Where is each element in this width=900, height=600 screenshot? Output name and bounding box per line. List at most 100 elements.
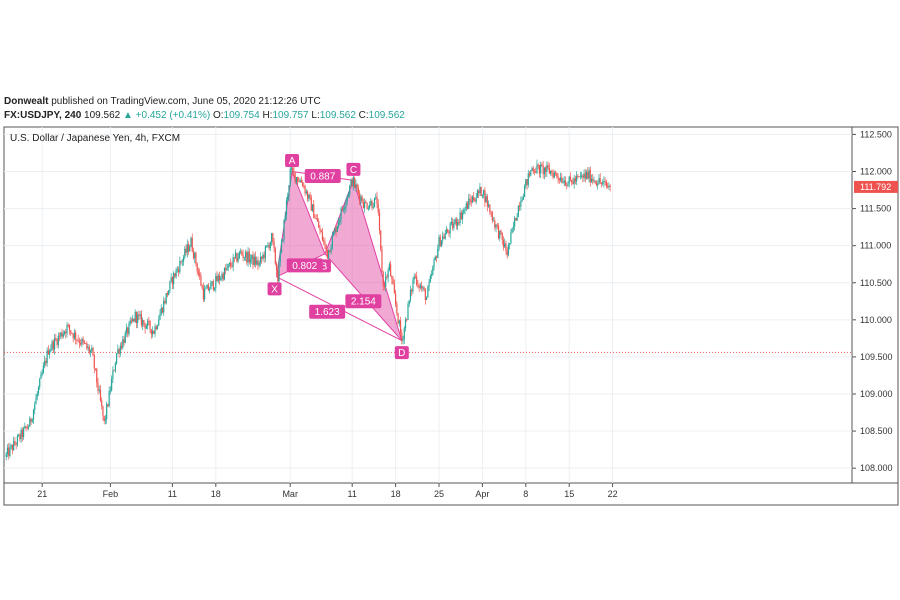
candle-body[interactable] [278,261,280,282]
candle-body[interactable] [285,200,288,216]
candle-body[interactable] [15,444,17,445]
candle-body[interactable] [481,195,483,197]
candle-body[interactable] [8,447,10,456]
candle-body[interactable] [495,224,497,228]
candle-body[interactable] [428,282,430,287]
candle-body[interactable] [354,177,356,188]
candle-body[interactable] [240,251,242,253]
candle-body[interactable] [350,179,352,186]
candle-body[interactable] [564,180,567,186]
candle-body[interactable] [600,182,603,184]
candle-body[interactable] [25,426,27,428]
candle-body[interactable] [299,180,301,182]
candle-body[interactable] [77,339,79,341]
candle-body[interactable] [72,333,74,339]
candle-body[interactable] [122,339,124,348]
candle-body[interactable] [387,270,389,278]
candle-body[interactable] [125,327,128,333]
candle-body[interactable] [259,256,262,263]
candle-body[interactable] [532,168,534,172]
candle-body[interactable] [442,236,444,241]
candle-body[interactable] [461,212,464,220]
candle-body[interactable] [313,204,315,218]
candle-body[interactable] [509,243,511,245]
candle-body[interactable] [516,217,518,221]
candle-body[interactable] [423,287,425,290]
candle-body[interactable] [316,218,319,222]
candle-body[interactable] [294,172,296,182]
candle-body[interactable] [27,426,30,429]
candle-body[interactable] [230,262,232,266]
candle-body[interactable] [68,324,71,331]
candle-body[interactable] [135,311,138,323]
candle-body[interactable] [300,180,302,183]
candle-body[interactable] [211,281,213,284]
candle-body[interactable] [357,188,359,194]
candle-body[interactable] [187,244,190,252]
candle-body[interactable] [205,288,207,290]
candle-body[interactable] [227,264,229,268]
candle-body[interactable] [184,248,186,257]
candle-body[interactable] [39,378,41,388]
candle-body[interactable] [263,254,265,259]
candle-body[interactable] [54,338,56,350]
candle-body[interactable] [438,236,440,249]
candle-body[interactable] [147,320,149,327]
candle-body[interactable] [207,284,209,291]
candle-body[interactable] [603,180,605,183]
ratio-badge[interactable] [286,258,323,273]
candle-body[interactable] [179,261,181,273]
candle-body[interactable] [605,181,607,186]
candle-body[interactable] [75,332,77,340]
candle-body[interactable] [589,170,591,183]
candle-body[interactable] [209,289,211,291]
candle-body[interactable] [328,250,330,259]
candle-body[interactable] [408,300,410,305]
candle-body[interactable] [325,244,327,250]
candle-body[interactable] [356,184,358,189]
candle-body[interactable] [269,242,271,249]
candle-body[interactable] [547,165,549,169]
candle-body[interactable] [195,252,197,265]
ratio-badge[interactable] [309,304,346,319]
candle-body[interactable] [284,215,286,221]
candle-body[interactable] [56,339,58,345]
candle-body[interactable] [346,195,348,202]
candle-body[interactable] [490,212,492,213]
candle-body[interactable] [273,241,275,249]
candle-body[interactable] [537,164,539,166]
candle-body[interactable] [427,286,429,298]
candle-body[interactable] [397,313,399,324]
candle-body[interactable] [128,323,130,335]
candle-body[interactable] [378,212,381,231]
candle-body[interactable] [133,318,135,322]
candle-body[interactable] [609,185,611,187]
candle-body[interactable] [554,172,557,174]
candle-body[interactable] [213,287,216,290]
candle-body[interactable] [212,281,214,290]
candle-body[interactable] [46,350,48,364]
candle-body[interactable] [252,254,254,265]
candle-body[interactable] [525,179,527,187]
candle-body[interactable] [593,180,595,182]
candle-body[interactable] [340,208,342,220]
candle-body[interactable] [40,374,42,379]
candle-body[interactable] [148,320,150,322]
candle-body[interactable] [506,251,508,256]
candle-body[interactable] [500,230,502,233]
candle-body[interactable] [432,267,434,275]
candle-body[interactable] [579,175,581,177]
candle-body[interactable] [194,252,196,259]
candle-body[interactable] [422,287,424,289]
candle-body[interactable] [237,257,239,262]
candle-body[interactable] [210,283,212,290]
candle-body[interactable] [520,201,522,207]
candle-body[interactable] [473,196,475,201]
candle-body[interactable] [23,428,25,437]
candle-body[interactable] [204,289,206,300]
candle-body[interactable] [504,243,506,248]
candle-body[interactable] [519,205,521,207]
candle-body[interactable] [543,167,545,175]
candle-body[interactable] [156,325,159,330]
